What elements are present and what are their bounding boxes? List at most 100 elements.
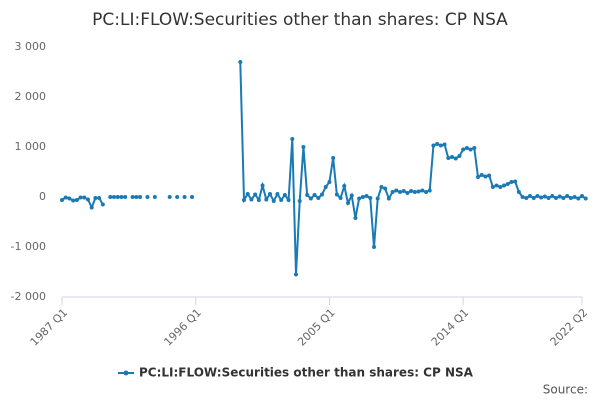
x-tick-label: 1987 Q1	[28, 306, 71, 349]
point	[264, 197, 269, 202]
point	[516, 190, 521, 194]
point	[60, 198, 64, 202]
point	[67, 196, 72, 201]
point	[268, 192, 272, 196]
point	[271, 199, 276, 203]
point	[546, 196, 551, 200]
y-tick-label: -1 000	[11, 240, 46, 253]
point	[494, 183, 499, 188]
point	[89, 205, 94, 210]
point	[112, 195, 116, 199]
point	[542, 194, 547, 199]
point	[86, 197, 90, 202]
point	[498, 185, 503, 189]
point	[331, 156, 336, 160]
point	[238, 60, 243, 64]
point	[357, 196, 362, 201]
point	[130, 195, 135, 199]
point	[316, 196, 321, 200]
point	[134, 195, 139, 199]
point	[412, 190, 417, 194]
point	[312, 193, 317, 197]
point	[438, 143, 443, 148]
point	[557, 194, 562, 199]
point	[275, 192, 280, 196]
point	[431, 143, 436, 148]
point	[509, 180, 514, 184]
point	[145, 195, 150, 199]
point	[487, 173, 492, 178]
point	[539, 195, 544, 200]
point	[416, 189, 421, 194]
point	[457, 154, 462, 158]
point	[253, 192, 258, 197]
point	[420, 188, 425, 193]
point	[71, 198, 76, 203]
point	[360, 195, 365, 199]
point	[531, 196, 536, 200]
point	[550, 194, 555, 198]
point	[346, 201, 350, 205]
point	[294, 272, 298, 277]
point	[427, 188, 432, 193]
point	[524, 196, 529, 200]
point	[502, 183, 506, 188]
x-tick-label: 1996 Q1	[161, 306, 204, 349]
point	[554, 196, 558, 200]
point	[245, 192, 250, 196]
point	[468, 147, 473, 152]
point	[483, 174, 488, 179]
point	[82, 195, 87, 200]
point	[74, 198, 79, 202]
point	[305, 193, 310, 197]
y-tick-label: 2 000	[15, 90, 47, 103]
point	[401, 189, 406, 193]
point	[78, 195, 83, 200]
point	[528, 194, 532, 198]
legend-marker	[123, 370, 129, 376]
point	[175, 195, 180, 199]
point	[297, 199, 302, 203]
point	[461, 147, 466, 152]
point	[97, 196, 102, 200]
point	[405, 191, 410, 195]
point	[260, 183, 265, 188]
point	[63, 195, 68, 200]
point	[383, 186, 388, 191]
point	[479, 173, 484, 177]
series-line	[61, 61, 587, 275]
point	[386, 196, 391, 201]
point	[561, 196, 566, 200]
point	[476, 175, 480, 179]
point	[453, 156, 458, 161]
point	[338, 196, 343, 200]
x-tick-label: 2005 Q1	[295, 306, 338, 349]
point	[409, 189, 414, 193]
point	[398, 190, 402, 194]
point	[565, 194, 570, 198]
point	[580, 194, 584, 198]
point	[372, 245, 376, 249]
point	[490, 185, 495, 189]
point	[301, 145, 306, 149]
point	[464, 146, 469, 150]
point	[308, 196, 313, 201]
point	[442, 142, 447, 147]
point	[435, 142, 440, 146]
point	[349, 193, 354, 198]
chart-title: PC:LI:FLOW:Securities other than shares:…	[92, 10, 508, 30]
x-tick-label: 2022 Q2	[548, 306, 591, 349]
point	[576, 196, 581, 201]
point	[424, 190, 428, 194]
point	[379, 185, 384, 189]
point	[364, 194, 369, 198]
y-tick-label: 1 000	[15, 140, 47, 153]
point	[279, 198, 284, 202]
point	[108, 195, 113, 199]
y-tick-label: -2 000	[11, 290, 46, 303]
point	[535, 194, 540, 198]
source: Source:	[543, 383, 588, 397]
y-tick-label: 0	[39, 190, 46, 203]
